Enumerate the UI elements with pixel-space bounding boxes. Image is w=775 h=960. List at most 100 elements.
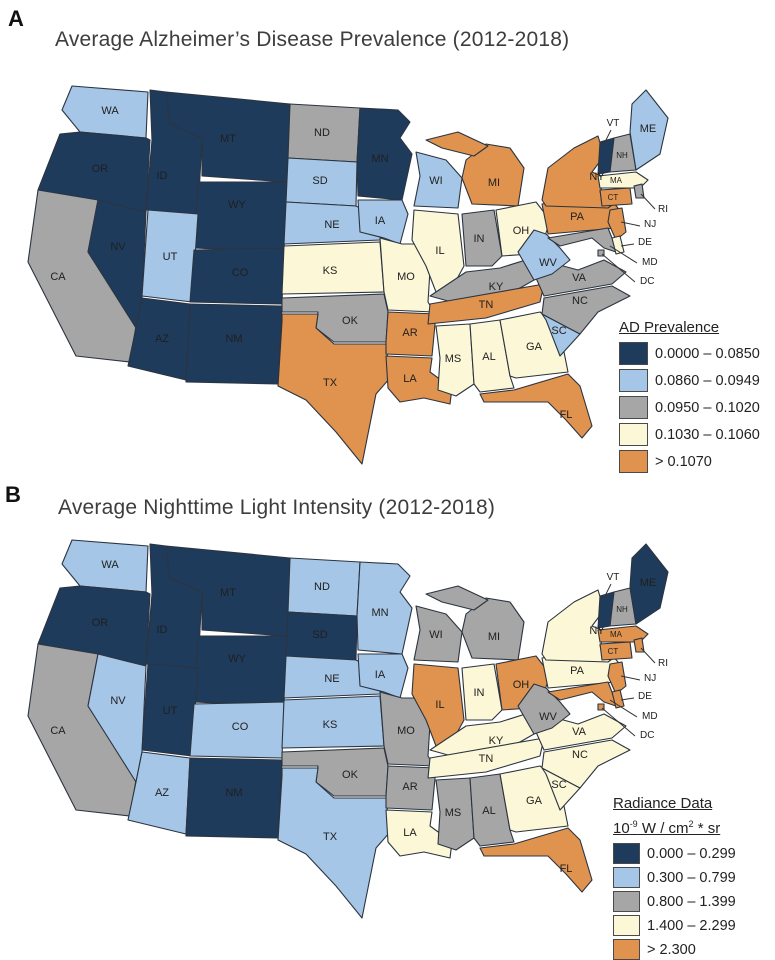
state-label-or: OR	[92, 617, 109, 629]
state-label-ma: MA	[610, 630, 623, 639]
state-label-nh: NH	[616, 151, 628, 160]
state-fl	[479, 827, 593, 893]
state-label-al: AL	[482, 805, 495, 817]
state-label-ok: OK	[342, 315, 359, 327]
state-label-mt: MT	[220, 587, 236, 599]
state-label-tx: TX	[323, 377, 338, 389]
legend-row: > 0.1070	[619, 450, 775, 473]
state-md	[547, 227, 617, 253]
state-label-ms: MS	[445, 353, 462, 365]
state-label-nj: NJ	[644, 219, 656, 230]
state-label-me: ME	[640, 577, 657, 589]
panel-b-title: Average Nighttime Light Intensity (2012-…	[58, 496, 496, 519]
state-label-dc: DC	[640, 730, 654, 741]
legend-class-label: 0.000 – 0.299	[647, 845, 736, 862]
state-label-va: VA	[572, 726, 587, 738]
state-label-pa: PA	[570, 665, 585, 677]
state-mn	[356, 107, 413, 201]
legend-a-rows: 0.0000 – 0.0850 0.0860 – 0.0949 0.0950 – 0…	[619, 342, 775, 473]
state-label-de: DE	[638, 237, 652, 248]
state-label-ne: NE	[324, 673, 339, 685]
state-label-nc: NC	[572, 295, 588, 307]
state-tx	[277, 767, 391, 919]
leader-line-de	[620, 243, 635, 247]
legend-b: Radiance Data 10-9 W / cm2 * sr 0.000 – …	[613, 794, 771, 960]
legend-class-label: > 2.300	[647, 941, 696, 958]
state-label-ca: CA	[50, 725, 66, 737]
state-label-wy: WY	[228, 653, 246, 665]
legend-row: 0.0000 – 0.0850	[619, 342, 775, 365]
state-label-ut: UT	[163, 251, 178, 263]
state-label-vt: VT	[607, 572, 620, 583]
state-label-nm: NM	[225, 333, 242, 345]
state-nc	[541, 285, 631, 335]
state-label-tn: TN	[479, 753, 494, 765]
state-in	[461, 209, 503, 267]
choropleth-map-b: WA OR CA NV ID MT WY UT CO AZ NM ND SD NE KS OK TX MN IA MO…	[27, 539, 669, 919]
state-label-ri: RI	[658, 204, 668, 215]
legend-swatch	[619, 369, 648, 392]
legend-row: 0.800 – 1.399	[613, 891, 771, 912]
legend-class-label: 0.1030 – 0.1060	[655, 426, 760, 443]
state-label-ks: KS	[323, 265, 338, 277]
state-label-in: IN	[474, 687, 485, 699]
leader-line-nj	[620, 675, 641, 681]
state-label-az: AZ	[155, 787, 169, 799]
state-wy	[193, 635, 288, 707]
state-label-ri: RI	[658, 658, 668, 669]
state-nj	[607, 207, 627, 241]
state-label-wi: WI	[429, 175, 442, 187]
state-label-md: MD	[642, 257, 658, 268]
state-label-tn: TN	[479, 299, 494, 311]
legend-row: 0.0860 – 0.0949	[619, 369, 775, 392]
state-mi	[461, 143, 525, 207]
state-label-ct: CT	[608, 193, 619, 202]
leader-line-ri	[640, 647, 656, 664]
legend-class-label: 0.0950 – 0.1020	[655, 399, 760, 416]
state-tx	[277, 313, 391, 465]
state-label-il: IL	[435, 245, 444, 257]
state-label-nd: ND	[314, 581, 330, 593]
state-label-tx: TX	[323, 831, 338, 843]
state-label-ct: CT	[608, 647, 619, 656]
state-label-oh: OH	[513, 679, 530, 691]
legend-b-rows: 0.000 – 0.299 0.300 – 0.799 0.800 – 1.399 1…	[613, 843, 771, 960]
state-label-id: ID	[157, 624, 168, 636]
state-mn	[356, 561, 413, 655]
legend-row: 0.000 – 0.299	[613, 843, 771, 864]
state-label-mn: MN	[371, 153, 388, 165]
legend-swatch	[619, 423, 648, 446]
state-la	[385, 355, 453, 405]
legend-row: 0.300 – 0.799	[613, 867, 771, 888]
state-label-ar: AR	[402, 781, 417, 793]
legend-b-unit: 10-9 W / cm2 * sr	[613, 819, 721, 837]
state-label-nh: NH	[616, 605, 628, 614]
state-label-ny: NY	[589, 625, 605, 637]
state-label-mo: MO	[397, 725, 415, 737]
legend-class-label: 0.300 – 0.799	[647, 869, 736, 886]
state-wv	[517, 683, 571, 735]
state-label-oh: OH	[513, 225, 530, 237]
state-label-ks: KS	[323, 719, 338, 731]
state-md	[547, 681, 617, 707]
state-label-ms: MS	[445, 807, 462, 819]
leader-line-vt	[603, 129, 612, 145]
state-label-sc: SC	[551, 325, 566, 337]
state-label-wv: WV	[539, 257, 557, 269]
state-label-il: IL	[435, 699, 444, 711]
state-label-nm: NM	[225, 787, 242, 799]
legend-swatch	[613, 939, 640, 960]
state-label-mo: MO	[397, 271, 415, 283]
state-label-de: DE	[638, 691, 652, 702]
leader-line-dc	[601, 707, 636, 737]
state-ma	[597, 171, 649, 189]
state-label-dc: DC	[640, 276, 654, 287]
state-label-al: AL	[482, 351, 495, 363]
state-label-va: VA	[572, 272, 587, 284]
state-label-ky: KY	[489, 281, 504, 293]
state-ny	[541, 135, 617, 209]
legend-swatch	[613, 891, 640, 912]
state-label-nv: NV	[110, 241, 126, 253]
state-label-la: LA	[403, 827, 417, 839]
